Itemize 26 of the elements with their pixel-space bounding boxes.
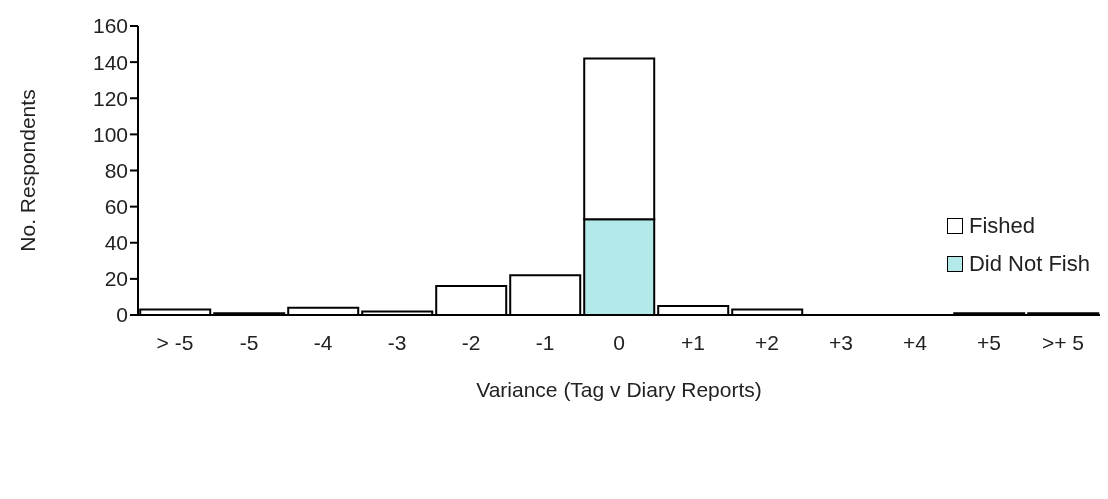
x-tick-label: +1 [681,330,705,354]
y-tick-label: 40 [104,231,128,255]
x-tick-label: +2 [755,330,779,354]
x-tick-label: -5 [239,330,259,354]
x-axis-title: Variance (Tag v Diary Reports) [476,378,762,401]
legend-label: Fished [968,213,1035,239]
y-tick-label: 160 [92,14,128,38]
y-tick-label: 140 [92,50,128,74]
y-tick-label: 120 [92,86,128,110]
x-tick-label: +3 [829,330,853,354]
y-tick-label: 20 [104,267,128,291]
x-tick-label: +5 [977,330,1001,354]
legend-label: Did Not Fish [968,251,1090,277]
y-tick-label: 0 [116,303,128,327]
y-tick-label: 80 [104,158,128,182]
x-tick-label: -2 [461,330,481,354]
y-tick-label: 60 [104,195,128,219]
x-tick-label: 0 [613,330,625,354]
x-tick-label: >+ 5 [1041,330,1085,354]
x-tick-label: > -5 [156,330,194,354]
y-axis-title: No. Respondents [16,89,40,252]
x-tick-label: -4 [313,330,333,354]
x-tick-label: -3 [387,330,407,354]
x-tick-label: -1 [535,330,555,354]
x-tick-label: +4 [903,330,928,354]
y-tick-label: 100 [92,122,128,146]
